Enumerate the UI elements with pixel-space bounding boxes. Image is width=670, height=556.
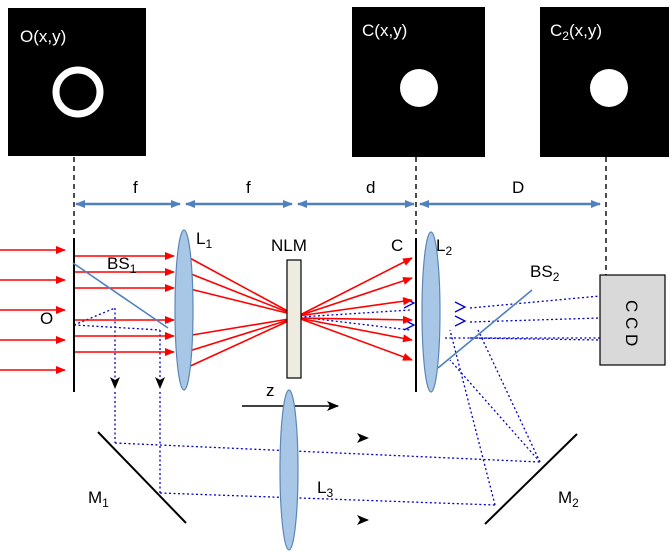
c-plane-label: C <box>391 236 403 255</box>
drop-lines <box>73 157 607 330</box>
dim-d-label: d <box>366 178 375 197</box>
red-rays <box>0 246 413 374</box>
object-panel: O(x,y) <box>8 8 146 156</box>
mirror-m2 <box>484 433 578 525</box>
correlation-spot <box>400 69 438 107</box>
dim-f1-label: f <box>133 178 138 197</box>
ccd-camera <box>599 274 666 366</box>
bs2-label: BS2 <box>530 262 560 284</box>
correlation-panel: C(x,y) <box>352 7 485 157</box>
object-panel-label: O(x,y) <box>20 27 66 46</box>
lens-l1-label: L1 <box>196 229 212 251</box>
ring-object-shape <box>52 66 104 118</box>
lens-l3 <box>279 389 299 551</box>
mirror-m2-label: M2 <box>558 488 579 510</box>
nlm-label: NLM <box>271 236 307 255</box>
z-axis-label: z <box>266 381 275 400</box>
correlation2-panel-label: C2(x,y) <box>550 21 602 43</box>
object-plane-label: O <box>40 309 53 328</box>
correlation-panel-label: C(x,y) <box>362 21 407 40</box>
correlation2-panel: C2(x,y) <box>540 7 669 157</box>
bs1-label: BS1 <box>107 254 137 276</box>
mirror-m1-label: M1 <box>88 488 109 510</box>
lens-l1 <box>174 229 194 391</box>
mirror-m1 <box>97 431 187 524</box>
dim-D-label: D <box>512 178 524 197</box>
blue-beam-paths <box>73 295 601 525</box>
lens-l2-label: L2 <box>436 236 452 258</box>
lens-l3-label: L3 <box>317 478 333 500</box>
correlation2-spot <box>590 69 628 107</box>
lens-l2 <box>421 231 441 393</box>
dim-f2-label: f <box>246 178 251 197</box>
bs2-beamsplitter <box>437 289 533 369</box>
bs1-beamsplitter <box>72 262 169 329</box>
ccd-label: C C D <box>622 300 641 346</box>
nlm-element <box>286 259 302 379</box>
